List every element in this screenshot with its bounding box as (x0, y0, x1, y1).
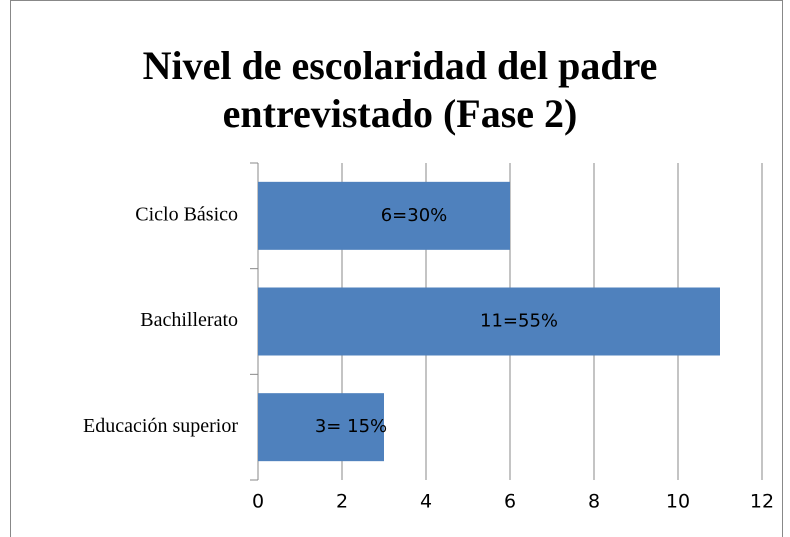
x-tick-label: 6 (504, 491, 516, 513)
x-tick-label: 8 (588, 491, 600, 513)
data-label: 3= 15% (315, 416, 387, 437)
x-tick-label: 2 (336, 491, 348, 513)
y-tick-label: Ciclo Básico (135, 203, 238, 225)
x-tick-label: 0 (252, 491, 264, 513)
bar (258, 393, 384, 462)
y-tick-label: Educación superior (83, 415, 238, 437)
bar (258, 287, 720, 356)
y-tick-label: Bachillerato (140, 309, 238, 331)
x-tick-label: 4 (420, 491, 432, 513)
data-label: 6=30% (381, 205, 448, 226)
bar (258, 181, 510, 250)
x-tick-label: 10 (666, 491, 690, 513)
chart-title: Nivel de escolaridad del padre entrevist… (142, 43, 658, 136)
data-label: 11=55% (480, 311, 558, 332)
x-tick-label: 12 (750, 491, 774, 513)
chart-frame (10, 0, 783, 537)
